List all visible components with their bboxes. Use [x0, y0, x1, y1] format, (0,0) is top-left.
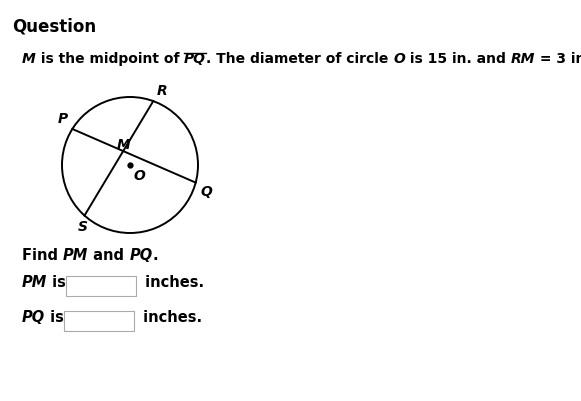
- Text: PQ: PQ: [130, 248, 153, 263]
- Text: RM: RM: [511, 52, 535, 66]
- Text: .: .: [153, 248, 158, 263]
- Text: M: M: [22, 52, 36, 66]
- Text: R: R: [156, 84, 167, 98]
- Text: = 3 in.: = 3 in.: [535, 52, 581, 66]
- Text: O: O: [393, 52, 405, 66]
- Text: is: is: [47, 275, 66, 290]
- Text: Question: Question: [12, 18, 96, 36]
- Text: Q: Q: [200, 184, 213, 198]
- Text: S: S: [77, 219, 88, 233]
- Text: M: M: [116, 138, 130, 152]
- Text: PM: PM: [63, 248, 88, 263]
- Text: O: O: [134, 169, 146, 183]
- Text: inches.: inches.: [138, 310, 202, 325]
- Text: PQ: PQ: [22, 310, 45, 325]
- Text: and: and: [88, 248, 130, 263]
- Text: . The diameter of circle: . The diameter of circle: [206, 52, 393, 66]
- Text: Find: Find: [22, 248, 63, 263]
- Text: inches.: inches.: [140, 275, 205, 290]
- Text: is 15 in. and: is 15 in. and: [405, 52, 511, 66]
- Text: P: P: [57, 112, 67, 126]
- Text: is the midpoint of: is the midpoint of: [36, 52, 184, 66]
- Bar: [64, 311, 134, 331]
- Text: is: is: [45, 310, 64, 325]
- Text: PQ: PQ: [184, 52, 206, 66]
- Bar: [66, 276, 136, 296]
- Text: PM: PM: [22, 275, 47, 290]
